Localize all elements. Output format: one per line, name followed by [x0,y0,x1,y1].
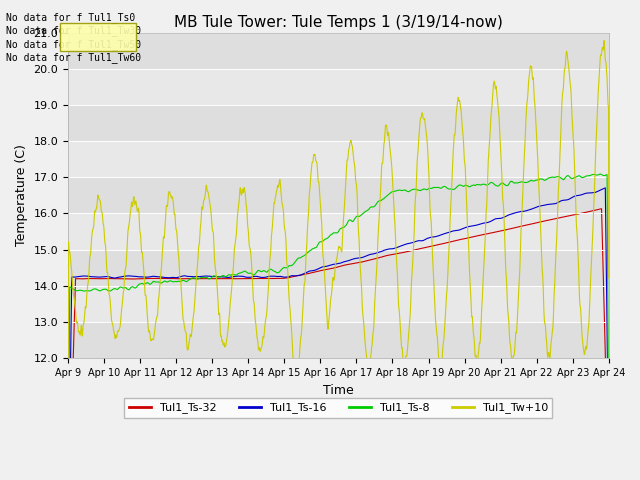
Legend: Tul1_Ts-32, Tul1_Ts-16, Tul1_Ts-8, Tul1_Tw+10: Tul1_Ts-32, Tul1_Ts-16, Tul1_Ts-8, Tul1_… [124,398,552,418]
Bar [68,105,609,141]
Bar [68,322,609,358]
Bar [68,177,609,214]
Text: No data for f Tul1_Tw30: No data for f Tul1_Tw30 [6,25,141,36]
Text: No data for f Tul1_Tw50: No data for f Tul1_Tw50 [6,39,141,50]
Bar [68,33,609,69]
Y-axis label: Temperature (C): Temperature (C) [15,144,28,246]
Text: No data for f Tul1_Ts0: No data for f Tul1_Ts0 [6,12,136,23]
Bar [68,250,609,286]
Title: MB Tule Tower: Tule Temps 1 (3/19/14-now): MB Tule Tower: Tule Temps 1 (3/19/14-now… [174,15,503,30]
Text: No data for f Tul1_Tw60: No data for f Tul1_Tw60 [6,52,141,63]
X-axis label: Time: Time [323,384,354,396]
